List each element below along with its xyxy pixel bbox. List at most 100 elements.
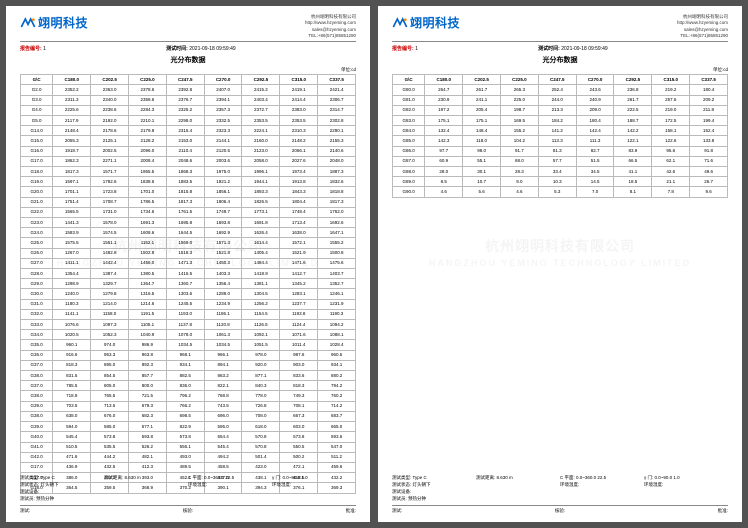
table-row: G38.0831.5854.5857.7882.5863.2877.1833.6…	[21, 371, 356, 381]
col-header: G\C	[393, 75, 425, 85]
table-row: G31.01180.31214.01214.61245.51234.91256.…	[21, 299, 356, 309]
table-row: G86.097.798.091.781.382.783.995.691.8	[393, 146, 728, 156]
table-row: G27.01411.11442.41456.01471.31450.31484.…	[21, 258, 356, 268]
table-row: G16.01918.72002.52096.02110.42120.52123.…	[21, 146, 356, 156]
ft-temp: 环境温度:	[188, 482, 272, 488]
company-phone: TEL:+86(571)85851290	[305, 33, 356, 39]
col-header: C337.5	[318, 75, 356, 85]
col-header: C225.0	[501, 75, 539, 85]
report-page-1: 翊明科技 杭州翊明科技有限公司 http://www.hzyeming.com …	[6, 6, 370, 522]
meta-row: 报告编号: 1 测试时间: 2021-09-18 09:59:49	[392, 45, 728, 52]
col-header: C270.0	[576, 75, 614, 85]
table-row: G36.0916.6953.3963.8968.1966.1978.0987.6…	[21, 350, 356, 360]
table-title: 光分布数据	[20, 55, 356, 65]
table-row: G22.01565.51731.01734.61761.51749.71773.…	[21, 207, 356, 217]
table-row: G87.060.955.168.057.751.566.562.171.6	[393, 156, 728, 166]
table-row: G83.0175.1175.1169.5184.2180.4188.7172.5…	[393, 116, 728, 126]
table-row: G34.01020.51052.31040.91078.01061.31092.…	[21, 330, 356, 340]
logo-text: 翊明科技	[410, 14, 460, 31]
col-header: C180.0	[425, 75, 463, 85]
table-row: G37.0818.3895.0892.3934.1894.1920.0903.0…	[21, 360, 356, 370]
table-row: G41.0510.5535.5526.2556.1545.4570.8550.5…	[21, 442, 356, 452]
footer: 测试类型: Type C测试距离: 8.630 mC 平面: 0.0~360.0…	[392, 474, 728, 514]
header: 翊明科技 杭州翊明科技有限公司 http://www.hzyeming.com …	[20, 14, 356, 39]
table-row: G20.01701.11723.81701.01815.81856.11893.…	[21, 187, 356, 197]
ft-state: 测试状态: 灯头朝下	[20, 482, 104, 488]
table-row: G88.028.030.128.333.434.541.142.649.6	[393, 167, 728, 177]
table-row: G15.02055.32125.12128.22153.02144.12160.…	[21, 136, 356, 146]
col-header: C247.5	[166, 75, 204, 85]
col-header: G\C	[21, 75, 53, 85]
table-row: G26.01267.01482.81502.81518.31521.81405.…	[21, 248, 356, 258]
col-header: C180.0	[53, 75, 91, 85]
unit-label: 单位:cd	[20, 67, 356, 73]
table-row: G23.01441.31578.01691.31695.81693.81691.…	[21, 218, 356, 228]
company-info: 杭州翊明科技有限公司 http://www.hzyeming.com sales…	[677, 14, 728, 39]
table-row: G42.0471.6444.2482.1493.0494.2501.4500.2…	[21, 452, 356, 462]
test-time: 2021-09-18 09:59:49	[189, 46, 235, 52]
table-row: G80.0264.7261.7265.3252.4243.6236.8219.2…	[393, 85, 728, 95]
ft-dist: 测试距离: 8.630 m	[104, 475, 188, 481]
report-no-label: 报告编号:	[20, 46, 42, 52]
table-row: G39.0703.5713.5679.3766.2743.5726.8708.1…	[21, 401, 356, 411]
company-email: sales@hzyeming.com	[305, 27, 356, 33]
table-row: G2.02352.22363.02378.62392.82407.02415.2…	[21, 85, 356, 95]
table-row: G29.01298.91329.71364.71360.71356.41381.…	[21, 279, 356, 289]
company-info: 杭州翊明科技有限公司 http://www.hzyeming.com sales…	[305, 14, 356, 39]
report-no: 1	[43, 46, 46, 52]
col-header: C247.5	[538, 75, 576, 85]
col-header: C202.5	[91, 75, 129, 85]
table-row: G89.08.510.79.010.314.518.521.126.7	[393, 177, 728, 187]
table-row: G21.01751.41708.71786.51817.31806.41826.…	[21, 197, 356, 207]
table-row: G25.01575.51551.11152.11569.01571.31614.…	[21, 238, 356, 248]
ft-gamma: γ 门: 0.0~90.0 1.0	[272, 475, 356, 481]
header: 翊明科技 杭州翊明科技有限公司 http://www.hzyeming.com …	[392, 14, 728, 39]
table-row: G5.02117.92192.02210.12298.02332.52353.5…	[21, 116, 356, 126]
col-header: C315.0	[652, 75, 690, 85]
meta-row: 报告编号: 1 测试时间: 2021-09-18 09:59:49	[20, 45, 356, 52]
table-row: G32.01141.11158.01191.51193.01186.11154.…	[21, 309, 356, 319]
table-row: G17.01862.32271.12008.42048.62003.62058.…	[21, 156, 356, 166]
logo-text: 翊明科技	[38, 14, 88, 31]
ft-type: 测试类型: Type C	[20, 475, 104, 481]
col-header: C225.0	[129, 75, 167, 85]
table-row: G84.0132.4148.4155.2141.2142.4142.2158.1…	[393, 126, 728, 136]
report-page-2: 翊明科技 杭州翊明科技有限公司 http://www.hzyeming.com …	[378, 6, 742, 522]
table-row: G38.0638.0676.0682.3698.5696.0708.0667.3…	[21, 411, 356, 421]
footer: 测试类型: Type C测试距离: 8.630 mC 平面: 0.0~360.0…	[20, 474, 356, 514]
table-row: G4.02225.62238.62284.32325.22357.32372.7…	[21, 105, 356, 115]
table-row: G28.01354.41387.41380.51416.51403.31418.…	[21, 269, 356, 279]
table-row: G17.0436.9432.5412.3489.5458.5423.0472.1…	[21, 462, 356, 472]
watermark: 杭州翊明科技有限公司 HANGZHOU YEMING TECHNOLOGY LI…	[403, 236, 717, 268]
col-header: C337.5	[690, 75, 728, 85]
col-header: C315.0	[280, 75, 318, 85]
ft-cplane: C 平面: 0.0~360.0 22.5	[188, 475, 272, 481]
data-table-2: G\CC180.0C202.5C225.0C247.5C270.0C292.5C…	[392, 74, 728, 197]
col-header: C292.5	[242, 75, 280, 85]
col-header: C202.5	[463, 75, 501, 85]
table-row: G40.0545.4573.8593.8573.8554.4570.8573.8…	[21, 432, 356, 442]
table-row: G85.0142.3118.0104.2113.3111.3122.1122.6…	[393, 136, 728, 146]
table-row: G39.0594.0585.0577.1822.9595.0618.0603.0…	[21, 422, 356, 432]
ft-approve: 批准:	[346, 508, 356, 514]
logo: 翊明科技	[392, 14, 460, 31]
ft-tester: 测试员: 预热分钟	[20, 496, 356, 502]
col-header: C270.0	[204, 75, 242, 85]
unit-label: 单位:cd	[392, 67, 728, 73]
table-row: G35.0960.1974.0986.91034.51034.51051.510…	[21, 340, 356, 350]
table-row: G90.04.65.64.65.37.08.17.89.6	[393, 187, 728, 197]
ft-equip: 测试设备:	[20, 489, 356, 495]
table-row: G82.0197.2205.4198.7213.3209.0222.5219.0…	[393, 105, 728, 115]
data-table-1: G\CC180.0C202.5C225.0C247.5C270.0C292.5C…	[20, 74, 356, 493]
table-row: G81.0230.9241.1225.0244.0240.9261.7257.6…	[393, 95, 728, 105]
table-row: G37.0785.5805.0800.0836.0822.1840.3818.3…	[21, 381, 356, 391]
table-row: G18.01817.31571.71955.51868.31975.01996.…	[21, 167, 356, 177]
ft-test: 测试:	[20, 508, 30, 514]
table-title: 光分布数据	[392, 55, 728, 65]
table-row: G38.0718.9765.5721.5796.2768.8778.0749.3…	[21, 391, 356, 401]
test-time-label: 测试时间:	[166, 46, 188, 52]
company-site: http://www.hzyeming.com	[305, 20, 356, 26]
table-row: G30.01240.01279.81316.51303.61289.01304.…	[21, 289, 356, 299]
logo-icon	[392, 16, 408, 30]
logo-icon	[20, 16, 36, 30]
